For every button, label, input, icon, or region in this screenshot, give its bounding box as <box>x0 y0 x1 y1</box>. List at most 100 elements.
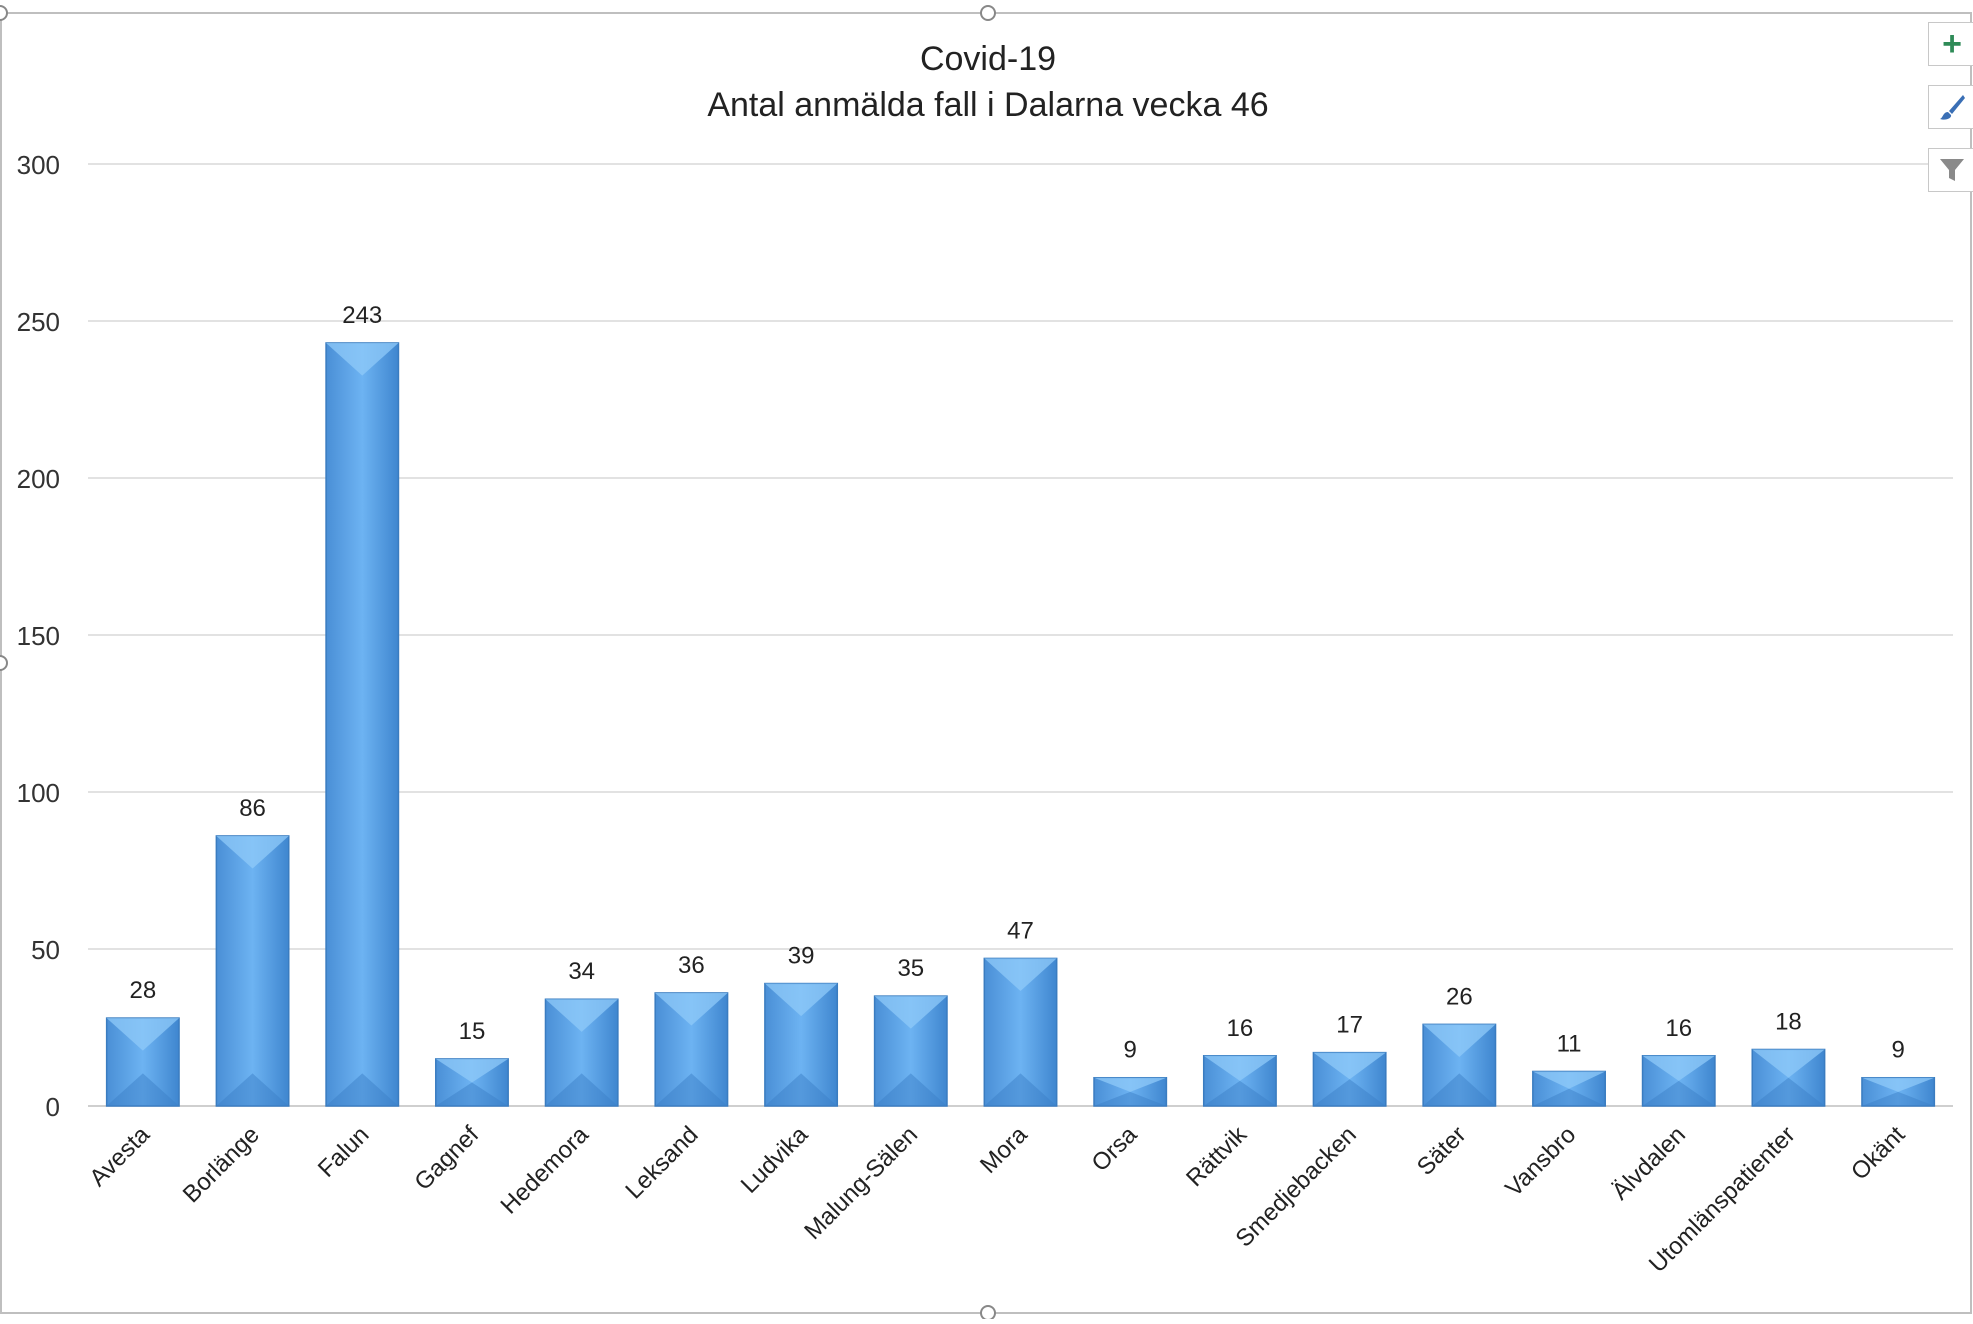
resize-handle-topleft[interactable] <box>0 5 8 21</box>
resize-handle-bottom[interactable] <box>980 1305 996 1321</box>
y-axis-tick-labels: 0 50 100 150 200 250 300 <box>17 150 60 1122</box>
bar[interactable] <box>1641 1055 1716 1107</box>
bar[interactable] <box>983 957 1058 1107</box>
data-label: 39 <box>788 943 815 970</box>
bar-bevel-bottom <box>1423 1073 1496 1106</box>
x-tick-label: Säter <box>1412 1121 1472 1181</box>
bar-bevel-top <box>984 958 1057 992</box>
y-tick-label: 150 <box>17 621 60 651</box>
bars <box>105 342 1936 1107</box>
data-label: 34 <box>568 958 595 985</box>
bar[interactable] <box>1312 1051 1387 1107</box>
bar-bevel-top <box>1532 1071 1606 1089</box>
chart-border <box>0 12 1972 1314</box>
bar[interactable] <box>105 1017 180 1107</box>
data-label: 16 <box>1227 1015 1254 1042</box>
bar-bevel-top <box>1642 1055 1715 1081</box>
y-tick-label: 300 <box>17 150 60 180</box>
x-tick-label: Ludvika <box>736 1121 814 1199</box>
x-tick-label: Falun <box>313 1121 375 1183</box>
chart-styles-button[interactable] <box>1928 85 1973 129</box>
data-label: 18 <box>1775 1008 1802 1035</box>
bar-bevel-bottom <box>106 1073 180 1106</box>
data-label: 9 <box>1124 1037 1137 1064</box>
bar[interactable] <box>1532 1070 1606 1107</box>
data-label: 17 <box>1336 1012 1363 1039</box>
bar-bevel-top <box>1094 1077 1167 1092</box>
bar-bevel-bottom <box>1532 1088 1606 1106</box>
bar-bevel-top <box>874 996 947 1029</box>
bar-body <box>215 835 290 1107</box>
filter-icon <box>1940 159 1964 181</box>
x-tick-label: Älvdalen <box>1607 1121 1691 1205</box>
x-tick-label: Rättvik <box>1181 1120 1253 1192</box>
resize-handle-left[interactable] <box>0 655 8 671</box>
paintbrush-icon <box>1940 95 1965 120</box>
bar-bevel-bottom <box>764 1073 838 1106</box>
data-label: 86 <box>239 795 266 822</box>
bar-bevel-bottom <box>1752 1077 1825 1106</box>
x-tick-label: Leksand <box>620 1121 703 1204</box>
bar-bevel-bottom <box>874 1073 947 1106</box>
bar-bevel-bottom <box>1203 1080 1277 1106</box>
bar-bevel-bottom <box>216 1073 289 1106</box>
bar[interactable] <box>1422 1023 1497 1107</box>
bar[interactable] <box>435 1058 509 1107</box>
data-label: 243 <box>342 302 382 329</box>
data-label: 16 <box>1665 1015 1692 1042</box>
x-tick-label: Okänt <box>1846 1121 1911 1186</box>
bar-bevel-bottom <box>326 1073 399 1106</box>
bar-bevel-bottom <box>984 1073 1057 1106</box>
bar-bevel-bottom <box>655 1073 728 1106</box>
x-axis-tick-labels: Avesta Borlänge Falun Gagnef Hedemora Leksand… <box>84 1120 1910 1278</box>
data-label: 36 <box>678 952 705 979</box>
x-tick-label: Mora <box>975 1121 1033 1179</box>
chart-elements-button[interactable]: + <box>1928 22 1973 66</box>
bar[interactable] <box>764 982 839 1107</box>
resize-handle-top[interactable] <box>980 5 996 21</box>
y-tick-label: 250 <box>17 307 60 337</box>
bar-bevel-top <box>545 999 618 1032</box>
bar[interactable] <box>1861 1076 1936 1107</box>
bar[interactable] <box>873 995 948 1107</box>
bar[interactable] <box>1751 1048 1826 1107</box>
bar-bevel-top <box>1752 1049 1825 1078</box>
bar-bevel-bottom <box>1313 1079 1386 1106</box>
bar-bevel-bottom <box>545 1073 618 1106</box>
x-tick-label: Vansbro <box>1500 1121 1581 1202</box>
bar-bevel-bottom <box>1642 1080 1715 1106</box>
chart-title: Covid-19 <box>920 40 1056 78</box>
bar-bevel-top <box>764 983 838 1017</box>
bar[interactable] <box>654 992 729 1107</box>
bar-bevel-top <box>1313 1052 1386 1080</box>
chart-filters-button[interactable] <box>1928 148 1973 192</box>
bar-bevel-top <box>1423 1024 1496 1057</box>
x-tick-label: Avesta <box>84 1121 155 1192</box>
bar[interactable] <box>1202 1055 1277 1107</box>
bar[interactable] <box>544 998 619 1107</box>
bar-bevel-bottom <box>1861 1091 1935 1106</box>
data-label: 47 <box>1007 917 1034 944</box>
bar[interactable] <box>1093 1076 1168 1107</box>
bar[interactable] <box>325 342 400 1107</box>
y-tick-label: 200 <box>17 464 60 494</box>
y-tick-label: 100 <box>17 778 60 808</box>
x-tick-label: Borlänge <box>178 1121 265 1208</box>
bar-bevel-top <box>1861 1077 1935 1092</box>
x-tick-label: Orsa <box>1087 1121 1143 1177</box>
bar[interactable] <box>215 835 290 1107</box>
x-tick-label: Malung-Sälen <box>799 1121 923 1245</box>
bar-bevel-bottom <box>435 1082 509 1106</box>
data-label: 28 <box>130 977 157 1004</box>
plus-icon: + <box>1942 25 1962 63</box>
data-label: 15 <box>459 1018 486 1045</box>
data-label: 26 <box>1446 983 1473 1010</box>
chart-subtitle: Antal anmälda fall i Dalarna vecka 46 <box>707 86 1268 124</box>
x-tick-label: Hedemora <box>496 1121 595 1220</box>
bar-body <box>325 342 400 1107</box>
bar-bevel-top <box>326 342 399 376</box>
bar-bevel-bottom <box>1094 1091 1167 1106</box>
data-labels: 28 86 243 15 34 36 39 35 47 9 16 17 26 11 16 18 9 <box>130 302 1905 1064</box>
